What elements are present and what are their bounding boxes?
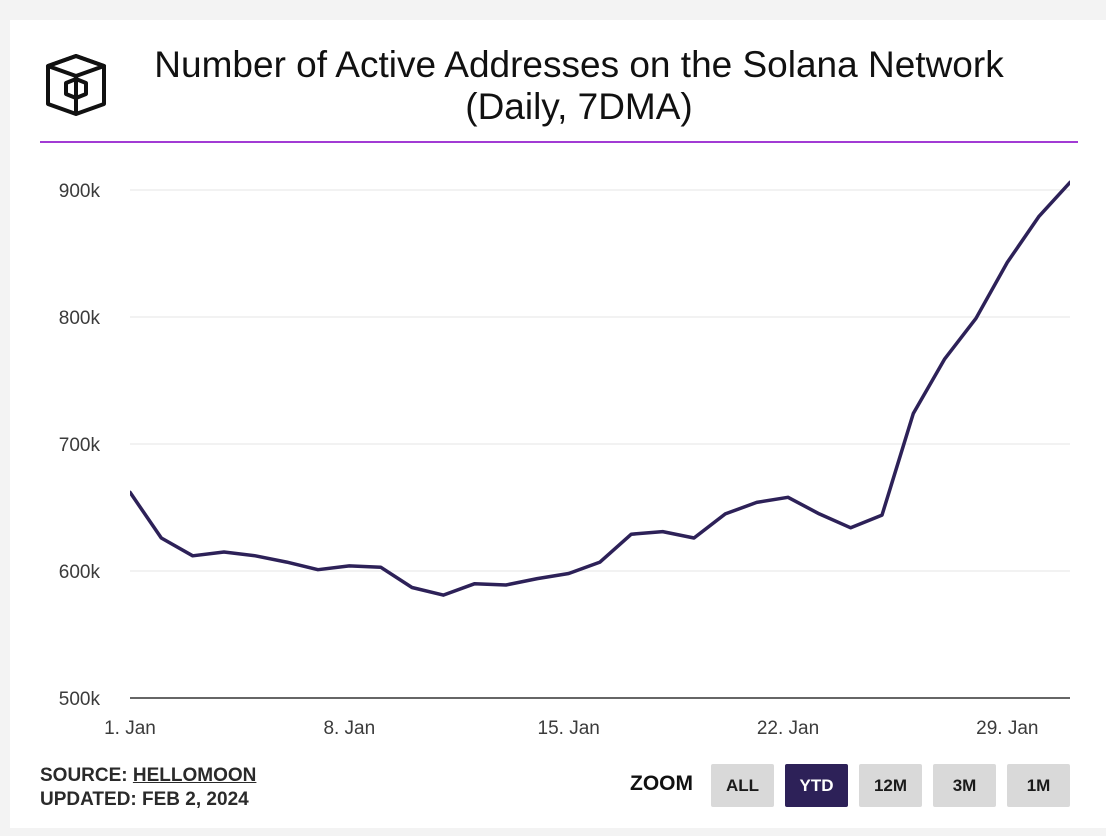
- chart-title: Number of Active Addresses on the Solana…: [120, 44, 1038, 128]
- x-tick-label: 22. Jan: [757, 718, 819, 739]
- data-point[interactable]: [815, 510, 823, 518]
- y-tick-label: 500k: [59, 689, 101, 710]
- data-point[interactable]: [596, 558, 604, 566]
- y-tick-label: 600k: [59, 562, 101, 583]
- data-point[interactable]: [659, 528, 667, 536]
- data-point[interactable]: [283, 558, 291, 566]
- source-block: SOURCE: HELLOMOON UPDATED: FEB 2, 2024: [40, 764, 256, 812]
- y-tick-label: 800k: [59, 308, 101, 329]
- data-point[interactable]: [753, 498, 761, 506]
- data-point[interactable]: [784, 493, 792, 501]
- chart-card: [10, 20, 1106, 828]
- data-point[interactable]: [878, 511, 886, 519]
- data-point[interactable]: [408, 584, 416, 592]
- data-point[interactable]: [847, 524, 855, 532]
- data-point[interactable]: [126, 488, 134, 496]
- y-tick-label: 900k: [59, 181, 101, 202]
- data-point[interactable]: [345, 562, 353, 570]
- x-tick-label: 15. Jan: [538, 718, 600, 739]
- zoom-1m-button[interactable]: 1M: [1007, 764, 1070, 807]
- updated-text: UPDATED: FEB 2, 2024: [40, 789, 249, 810]
- logo-icon: [40, 50, 110, 120]
- data-point[interactable]: [157, 534, 165, 542]
- data-point[interactable]: [377, 563, 385, 571]
- y-tick-label: 700k: [59, 435, 101, 456]
- data-point[interactable]: [251, 552, 259, 560]
- series-line[interactable]: [130, 180, 1070, 597]
- zoom-label: ZOOM: [630, 772, 693, 795]
- zoom-12m-button[interactable]: 12M: [859, 764, 922, 807]
- data-point[interactable]: [721, 510, 729, 518]
- data-point[interactable]: [220, 548, 228, 556]
- title-divider: [40, 141, 1078, 143]
- chart-title-line1: Number of Active Addresses on the Solana…: [154, 44, 1004, 85]
- data-point[interactable]: [972, 314, 980, 322]
- data-point[interactable]: [909, 410, 917, 418]
- x-tick-label: 1. Jan: [104, 718, 156, 739]
- data-point[interactable]: [627, 530, 635, 538]
- data-point[interactable]: [941, 355, 949, 363]
- source-link[interactable]: HELLOMOON: [132, 765, 257, 786]
- page-strip: [0, 828, 1106, 836]
- x-tick-label: 29. Jan: [976, 718, 1038, 739]
- data-point[interactable]: [1003, 258, 1011, 266]
- data-point[interactable]: [1066, 178, 1074, 186]
- data-point[interactable]: [314, 566, 322, 574]
- line-chart: 500k 600k 700k 800k 900k 1. Jan 8. Jan 15. Jan 2…: [59, 178, 1074, 739]
- source-label: SOURCE:: [40, 765, 128, 786]
- data-point[interactable]: [1035, 213, 1043, 221]
- zoom-ytd-button[interactable]: YTD: [785, 764, 848, 807]
- data-point[interactable]: [189, 552, 197, 560]
- x-tick-label: 8. Jan: [323, 718, 375, 739]
- data-point[interactable]: [690, 534, 698, 542]
- chart-title-line2: (Daily, 7DMA): [465, 86, 693, 127]
- zoom-all-button[interactable]: ALL: [711, 764, 774, 807]
- data-point[interactable]: [471, 580, 479, 588]
- data-point[interactable]: [439, 591, 447, 599]
- zoom-3m-button[interactable]: 3M: [933, 764, 996, 807]
- data-point[interactable]: [533, 575, 541, 583]
- data-point[interactable]: [565, 570, 573, 578]
- data-point[interactable]: [502, 581, 510, 589]
